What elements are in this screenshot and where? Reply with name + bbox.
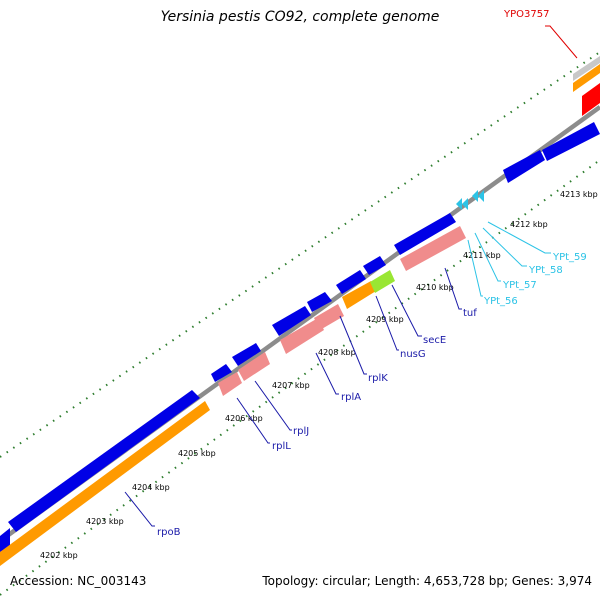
gene-label-nusg[interactable]: nusG [400,349,426,360]
kbp-label: 4206 kbp [225,414,263,423]
gene-label-rplj[interactable]: rplJ [293,426,309,437]
feature-stack-top-right [573,56,600,116]
gene-label-rpll[interactable]: rplL [272,441,291,452]
gene-label-ypo3757[interactable]: YPO3757 [503,9,549,20]
kbp-label: 4211 kbp [463,251,501,260]
gene-label-ypt58[interactable]: YPt_58 [528,265,563,276]
gene-labels: rpoB rplL rplJ rplA rplK nusG secE tuf Y… [157,9,587,538]
gene-label-rpla[interactable]: rplA [341,392,361,403]
cds-forward-features [0,122,600,552]
kbp-label: 4204 kbp [132,483,170,492]
kbp-label: 4202 kbp [40,551,78,560]
gene-label-sece[interactable]: secE [423,335,446,346]
map-title: Yersinia pestis CO92, complete genome [160,9,440,25]
gene-label-rpob[interactable]: rpoB [157,527,181,538]
kbp-label: 4213 kbp [560,190,598,199]
kbp-label: 4207 kbp [272,381,310,390]
kbp-label: 4210 kbp [416,283,454,292]
outer-tick-ring [0,51,600,458]
kbp-label: 4205 kbp [178,449,216,458]
gene-label-tuf[interactable]: tuf [463,308,477,319]
gene-label-rplk[interactable]: rplK [368,373,388,384]
gene-label-ypt56[interactable]: YPt_56 [483,296,518,307]
label-leaders [124,25,578,527]
kbp-label: 4203 kbp [86,517,124,526]
accession-text: Accession: NC_003143 [10,574,147,588]
gene-label-ypt57[interactable]: YPt_57 [502,280,537,291]
kbp-label: 4208 kbp [318,348,356,357]
kbp-label: 4212 kbp [510,220,548,229]
gene-label-ypt59[interactable]: YPt_59 [552,252,587,263]
genome-summary-text: Topology: circular; Length: 4,653,728 bp… [262,574,592,588]
strand-features [0,190,484,566]
